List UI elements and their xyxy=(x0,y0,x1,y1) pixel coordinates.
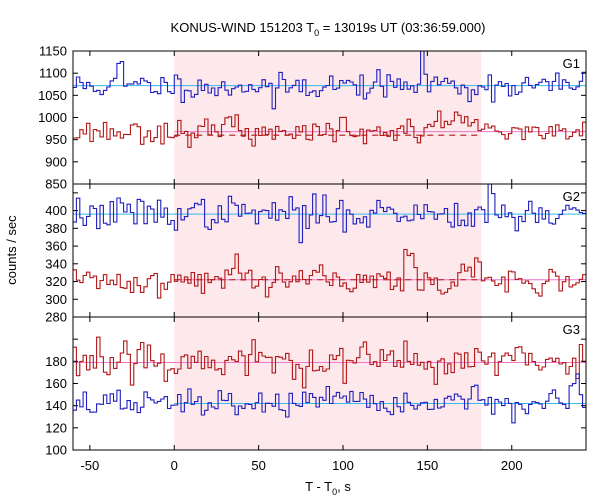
y-tick-label: 280 xyxy=(45,310,67,325)
chart-title: KONUS-WIND 151203 T0 = 13019s UT (03:36:… xyxy=(171,20,486,38)
y-tick-label: 360 xyxy=(45,239,67,254)
y-tick-label: 100 xyxy=(45,443,67,458)
y-tick-label: 1000 xyxy=(38,110,67,125)
y-tick-label: 160 xyxy=(45,376,67,391)
x-tick-label: 200 xyxy=(501,458,523,473)
y-tick-label: 120 xyxy=(45,420,67,435)
y-tick-label: 300 xyxy=(45,292,67,307)
x-tick-label: 50 xyxy=(251,458,265,473)
series-upper xyxy=(73,336,586,389)
panel-g3: 100 120 140 160 180 G3 xyxy=(45,316,587,458)
y-tick-label: 140 xyxy=(45,398,67,413)
highlight-band xyxy=(174,51,482,184)
series-lower xyxy=(73,248,586,299)
x-tick-label: -50 xyxy=(80,458,99,473)
series-upper xyxy=(73,184,586,244)
x-tick-label: 150 xyxy=(417,458,439,473)
y-axis-label: counts / sec xyxy=(4,215,19,285)
highlight-band xyxy=(174,184,482,317)
panel-g1: 850 900 950 1000 1050 1100 1150 G1 xyxy=(38,44,587,192)
highlight-band xyxy=(174,317,482,450)
y-tick-label: 1150 xyxy=(39,44,67,59)
series-lower xyxy=(73,110,586,148)
panel-label: G2 xyxy=(563,189,580,204)
y-tick-label: 180 xyxy=(45,354,67,369)
panel-g2: 280 300 320 340 360 380 400 G2 xyxy=(45,183,587,325)
y-tick-label: 850 xyxy=(45,177,67,192)
y-tick-label: 1050 xyxy=(38,88,67,103)
y-tick-label: 400 xyxy=(45,203,67,218)
y-tick-label: 340 xyxy=(45,256,67,271)
y-tick-label: 900 xyxy=(45,154,67,169)
series-upper xyxy=(73,51,586,110)
panel-label: G1 xyxy=(563,56,580,71)
panel-label: G3 xyxy=(563,322,580,337)
y-tick-label: 1100 xyxy=(39,66,67,81)
x-axis-label: T - T0, s xyxy=(305,479,351,497)
x-tick-label: 0 xyxy=(171,458,178,473)
x-tick-label: 100 xyxy=(332,458,354,473)
series-lower xyxy=(73,373,586,424)
y-tick-label: 320 xyxy=(45,274,67,289)
y-tick-label: 380 xyxy=(45,221,67,236)
y-tick-label: 950 xyxy=(45,132,67,147)
